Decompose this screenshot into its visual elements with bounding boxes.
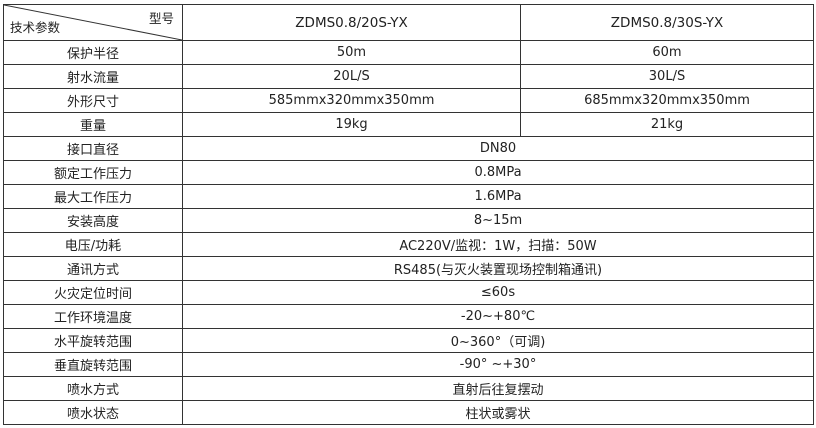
table-row: 外形尺寸 585mmx320mmx350mm 685mmx320mmx350mm [3, 88, 814, 113]
value-cell-shared: AC220V/监视：1W，扫描：50W [182, 232, 814, 257]
param-name-cell: 水平旋转范围 [3, 328, 183, 353]
param-name-cell: 电压/功耗 [3, 232, 183, 257]
table-row: 额定工作压力 0.8MPa [3, 160, 814, 185]
param-name-cell: 射水流量 [3, 64, 183, 89]
param-name-cell: 垂直旋转范围 [3, 352, 183, 377]
table-row: 水平旋转范围 0~360°（可调) [3, 328, 814, 353]
param-name-cell: 保护半径 [3, 40, 183, 65]
table-row: 喷水方式 直射后往复摆动 [3, 376, 814, 401]
value-cell-model-1: 20L/S [182, 64, 521, 89]
table-row: 最大工作压力 1.6MPa [3, 184, 814, 209]
param-name-cell: 喷水方式 [3, 376, 183, 401]
header-corner-cell: 型号 技术参数 [3, 4, 183, 41]
param-name-cell: 重量 [3, 112, 183, 137]
param-name-cell: 火灾定位时间 [3, 280, 183, 305]
value-cell-shared: DN80 [182, 136, 814, 161]
value-cell-shared: 0~360°（可调) [182, 328, 814, 353]
table-row: 接口直径 DN80 [3, 136, 814, 161]
value-cell-model-2: 685mmx320mmx350mm [520, 88, 814, 113]
value-cell-shared: 8~15m [182, 208, 814, 233]
spec-table: 型号 技术参数 ZDMS0.8/20S-YX ZDMS0.8/30S-YX 保护… [3, 4, 814, 425]
param-name-cell: 额定工作压力 [3, 160, 183, 185]
param-name-cell: 最大工作压力 [3, 184, 183, 209]
value-cell-shared: -90° ~+30° [182, 352, 814, 377]
header-row: 型号 技术参数 ZDMS0.8/20S-YX ZDMS0.8/30S-YX [3, 4, 814, 41]
value-cell-shared: 0.8MPa [182, 160, 814, 185]
diagonal-divider [4, 5, 182, 40]
table-row: 保护半径 50m 60m [3, 40, 814, 65]
table-row: 安装高度 8~15m [3, 208, 814, 233]
value-cell-shared: -20~+80℃ [182, 304, 814, 329]
value-cell-model-2: 30L/S [520, 64, 814, 89]
value-cell-model-1: 19kg [182, 112, 521, 137]
value-cell-model-2: 21kg [520, 112, 814, 137]
value-cell-shared: 柱状或雾状 [182, 400, 814, 425]
table-row: 射水流量 20L/S 30L/S [3, 64, 814, 89]
value-cell-shared: 1.6MPa [182, 184, 814, 209]
param-name-cell: 通讯方式 [3, 256, 183, 281]
value-cell-model-1: 50m [182, 40, 521, 65]
param-name-cell: 外形尺寸 [3, 88, 183, 113]
param-name-cell: 接口直径 [3, 136, 183, 161]
model-header-2: ZDMS0.8/30S-YX [520, 4, 814, 41]
model-label: 型号 [148, 11, 174, 26]
value-cell-model-1: 585mmx320mmx350mm [182, 88, 521, 113]
param-name-cell: 工作环境温度 [3, 304, 183, 329]
value-cell-shared: ≤60s [182, 280, 814, 305]
table-row: 通讯方式 RS485(与灭火装置现场控制箱通讯) [3, 256, 814, 281]
table-row: 垂直旋转范围 -90° ~+30° [3, 352, 814, 377]
value-cell-model-2: 60m [520, 40, 814, 65]
model-header-1: ZDMS0.8/20S-YX [182, 4, 521, 41]
table-row: 火灾定位时间 ≤60s [3, 280, 814, 305]
value-cell-shared: 直射后往复摆动 [182, 376, 814, 401]
param-name-cell: 喷水状态 [3, 400, 183, 425]
table-row: 电压/功耗 AC220V/监视：1W，扫描：50W [3, 232, 814, 257]
value-cell-shared: RS485(与灭火装置现场控制箱通讯) [182, 256, 814, 281]
table-row: 喷水状态 柱状或雾状 [3, 400, 814, 425]
param-name-cell: 安装高度 [3, 208, 183, 233]
table-row: 工作环境温度 -20~+80℃ [3, 304, 814, 329]
param-label: 技术参数 [10, 20, 61, 35]
table-row: 重量 19kg 21kg [3, 112, 814, 137]
